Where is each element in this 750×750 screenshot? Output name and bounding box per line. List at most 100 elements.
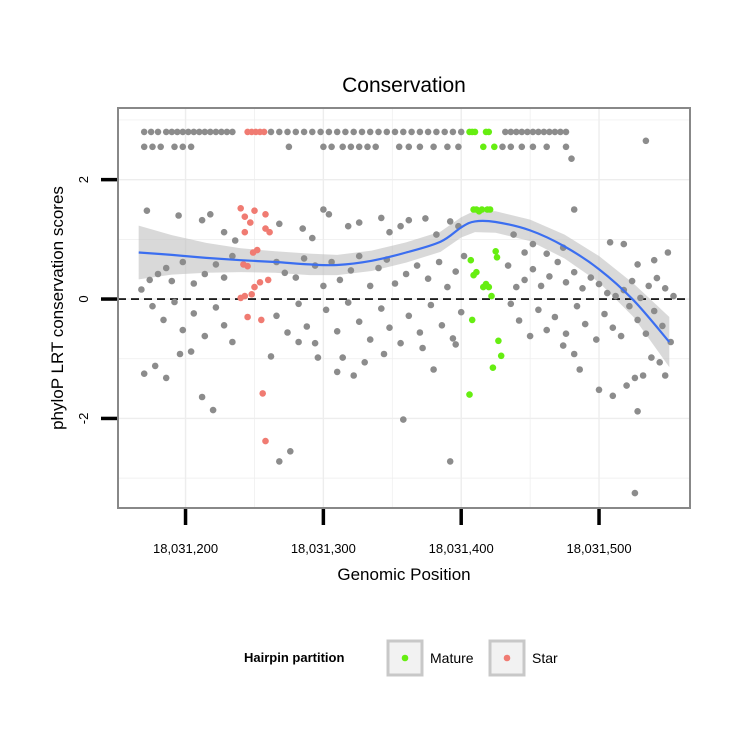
point-other bbox=[570, 350, 578, 358]
x-tick-label: 18,031,300 bbox=[291, 541, 356, 556]
point-mature bbox=[480, 143, 487, 151]
point-other bbox=[637, 294, 644, 302]
point-other bbox=[460, 252, 468, 260]
point-other bbox=[201, 332, 209, 340]
point-other bbox=[364, 143, 371, 151]
point-other bbox=[157, 143, 164, 151]
point-mature bbox=[495, 337, 502, 345]
point-other bbox=[220, 322, 228, 329]
point-other bbox=[212, 304, 220, 311]
point-other bbox=[366, 336, 374, 343]
point-other bbox=[405, 312, 413, 320]
point-other bbox=[568, 155, 575, 162]
point-other bbox=[386, 228, 393, 236]
point-mature bbox=[485, 283, 493, 291]
point-other bbox=[146, 276, 153, 284]
point-other bbox=[444, 283, 451, 291]
point-star bbox=[237, 294, 244, 302]
axes: 18,031,200 18,031,300 18,031,400 18,031,500… bbox=[76, 107, 691, 556]
point-other bbox=[333, 368, 341, 376]
legend-key-point bbox=[401, 654, 409, 662]
point-other bbox=[515, 317, 523, 324]
point-other bbox=[507, 143, 515, 151]
point-mature bbox=[478, 206, 486, 213]
point-other bbox=[328, 258, 335, 266]
point-other bbox=[187, 143, 195, 151]
point-other bbox=[400, 128, 407, 136]
point-other bbox=[196, 128, 203, 136]
point-mature bbox=[466, 391, 473, 398]
point-other bbox=[449, 335, 457, 342]
point-mature bbox=[492, 248, 500, 255]
point-other bbox=[427, 301, 435, 309]
point-other bbox=[347, 143, 355, 151]
point-other bbox=[198, 393, 206, 401]
point-other bbox=[201, 270, 209, 278]
point-other bbox=[276, 458, 283, 465]
point-mature bbox=[471, 128, 479, 136]
point-mature bbox=[488, 292, 495, 300]
point-other bbox=[457, 308, 465, 316]
x-tick-label: 18,031,400 bbox=[429, 541, 494, 556]
point-other bbox=[422, 215, 429, 222]
point-other bbox=[322, 306, 330, 314]
point-other bbox=[336, 276, 344, 284]
point-other bbox=[441, 128, 449, 136]
point-other bbox=[229, 128, 236, 136]
point-other bbox=[295, 338, 302, 346]
point-other bbox=[562, 128, 570, 136]
point-other bbox=[576, 366, 583, 373]
point-other bbox=[366, 282, 374, 290]
loess-smooth-line bbox=[138, 219, 671, 343]
point-other bbox=[554, 258, 561, 266]
point-other bbox=[438, 322, 446, 329]
point-other bbox=[355, 143, 363, 151]
point-other bbox=[375, 128, 382, 136]
point-other bbox=[435, 258, 443, 266]
point-mature bbox=[486, 206, 494, 213]
point-other bbox=[154, 128, 162, 136]
point-other bbox=[366, 128, 374, 136]
point-other bbox=[664, 249, 672, 256]
point-other bbox=[535, 306, 542, 314]
point-other bbox=[201, 128, 209, 136]
point-other bbox=[562, 279, 570, 286]
point-mature bbox=[489, 364, 497, 372]
point-other bbox=[606, 239, 614, 246]
point-other bbox=[300, 255, 308, 262]
data-points bbox=[138, 128, 677, 497]
point-other bbox=[648, 354, 655, 361]
point-other bbox=[650, 256, 658, 264]
point-other bbox=[190, 128, 198, 136]
point-other bbox=[507, 300, 515, 308]
point-other bbox=[430, 366, 437, 373]
point-other bbox=[273, 312, 280, 320]
point-other bbox=[661, 372, 669, 379]
point-other bbox=[593, 336, 600, 343]
point-other bbox=[314, 354, 322, 361]
point-star bbox=[262, 225, 269, 232]
point-other bbox=[350, 128, 358, 136]
point-other bbox=[300, 128, 308, 136]
point-other bbox=[295, 300, 302, 308]
point-other bbox=[430, 143, 437, 151]
point-other bbox=[656, 359, 663, 366]
point-other bbox=[209, 406, 217, 414]
point-other bbox=[220, 274, 228, 281]
point-other bbox=[281, 269, 289, 277]
point-other bbox=[380, 350, 388, 358]
point-other bbox=[518, 143, 526, 151]
point-other bbox=[176, 350, 184, 358]
smooth-line bbox=[138, 219, 671, 343]
point-other bbox=[138, 286, 145, 293]
point-other bbox=[160, 316, 167, 324]
chart-title: Conservation bbox=[342, 74, 466, 97]
point-other bbox=[333, 128, 341, 136]
point-other bbox=[416, 329, 424, 336]
point-other bbox=[502, 128, 509, 136]
point-star bbox=[244, 313, 251, 321]
point-other bbox=[309, 234, 316, 242]
point-star bbox=[256, 279, 264, 286]
point-other bbox=[229, 338, 236, 346]
point-other bbox=[320, 206, 327, 213]
